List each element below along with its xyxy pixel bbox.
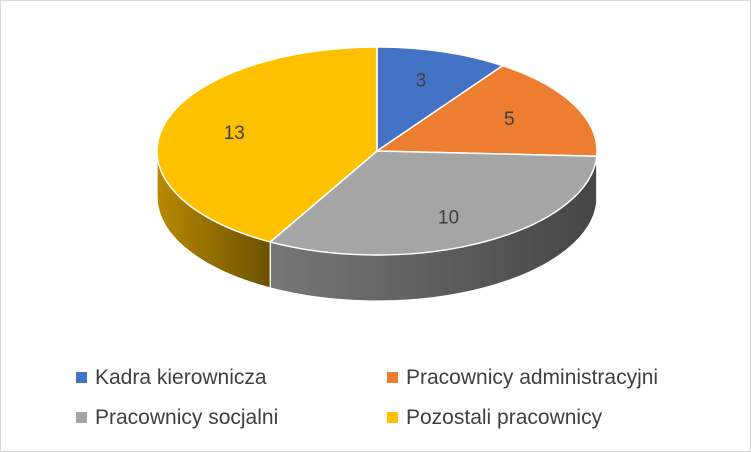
legend-swatch (387, 412, 398, 423)
legend: Kadra kierownicza Pracownicy administrac… (76, 365, 716, 430)
legend-label: Pozostali pracownicy (406, 406, 602, 430)
legend-item-pracownicy-socjalni: Pracownicy socjalni (76, 405, 387, 430)
legend-swatch (387, 372, 398, 383)
legend-label: Pracownicy socjalni (95, 406, 278, 430)
data-label-pozostali-pracownicy: 13 (224, 123, 245, 144)
legend-item-pracownicy-administracyjni: Pracownicy administracyjni (387, 365, 707, 390)
data-label-kadra-kierownicza: 3 (416, 71, 427, 92)
legend-label: Kadra kierownicza (95, 366, 267, 390)
legend-swatch (76, 372, 87, 383)
data-label-pracownicy-socjalni: 10 (438, 208, 459, 229)
data-label-pracownicy-administracyjni: 5 (504, 109, 515, 130)
legend-label: Pracownicy administracyjni (406, 366, 658, 390)
legend-item-pozostali-pracownicy: Pozostali pracownicy (387, 405, 707, 430)
legend-item-kadra-kierownicza: Kadra kierownicza (76, 365, 387, 390)
legend-swatch (76, 412, 87, 423)
